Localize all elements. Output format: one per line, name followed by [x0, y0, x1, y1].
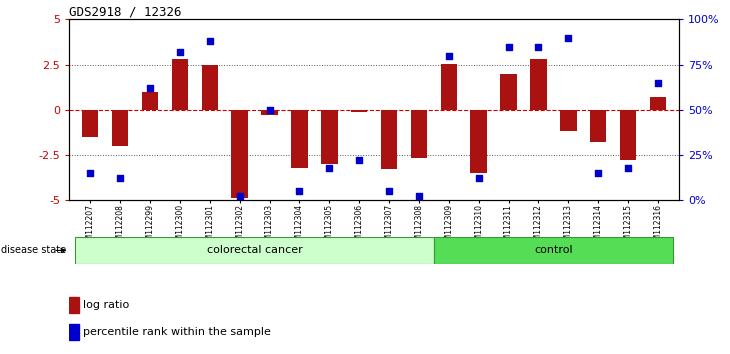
Point [413, 194, 425, 199]
Bar [291, 110, 307, 167]
Text: disease state: disease state [1, 245, 66, 256]
Bar [172, 59, 188, 110]
Bar [231, 110, 248, 198]
Point [204, 38, 215, 44]
Bar [560, 110, 577, 131]
Bar [351, 110, 367, 112]
Point [592, 170, 604, 176]
Point [174, 49, 185, 55]
Bar [441, 64, 457, 110]
Point [443, 53, 455, 58]
Bar [590, 110, 607, 142]
Point [145, 85, 156, 91]
Point [533, 44, 545, 49]
Bar [650, 97, 666, 110]
Text: colorectal cancer: colorectal cancer [207, 245, 302, 256]
Point [353, 158, 365, 163]
Point [503, 44, 515, 49]
Text: control: control [534, 245, 573, 256]
Point [622, 165, 634, 170]
Bar [381, 110, 397, 169]
Text: log ratio: log ratio [82, 300, 129, 310]
Point [264, 107, 275, 113]
Text: percentile rank within the sample: percentile rank within the sample [82, 327, 271, 337]
Text: GDS2918 / 12326: GDS2918 / 12326 [69, 5, 182, 18]
Point [383, 188, 395, 194]
Point [115, 176, 126, 181]
Bar [261, 110, 277, 115]
Point [473, 176, 485, 181]
Bar [69, 297, 79, 313]
Point [563, 35, 575, 40]
Bar [112, 110, 128, 146]
Bar [434, 237, 673, 264]
Bar [201, 64, 218, 110]
Bar [471, 110, 487, 173]
Bar [82, 110, 99, 137]
Bar [411, 110, 427, 159]
Bar [321, 110, 337, 164]
Point [652, 80, 664, 85]
Bar [530, 59, 547, 110]
Bar [620, 110, 637, 160]
Point [85, 170, 96, 176]
Point [234, 194, 245, 199]
Bar [75, 237, 434, 264]
Point [323, 165, 335, 170]
Bar [142, 92, 158, 110]
Point [293, 188, 305, 194]
Bar [69, 324, 79, 340]
Bar [500, 74, 517, 110]
